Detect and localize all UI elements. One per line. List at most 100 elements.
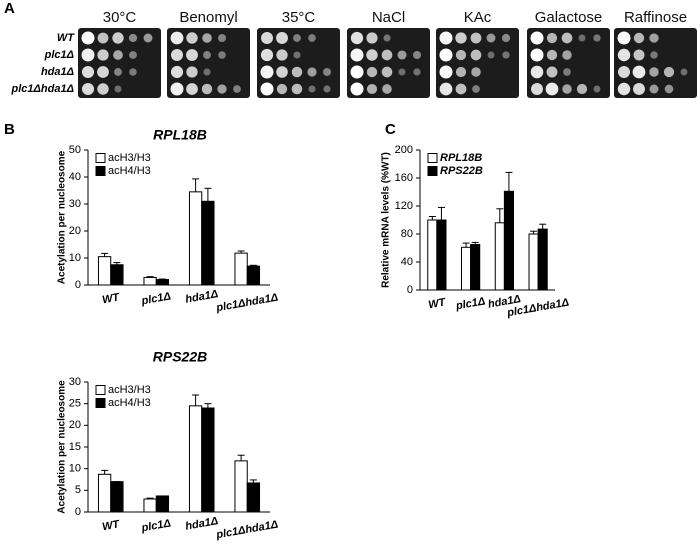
error-bar	[496, 208, 504, 223]
bar	[436, 219, 447, 291]
y-tick-label: 30	[69, 198, 81, 210]
y-tick-label: 80	[401, 228, 413, 240]
strain-label: plc1Δhda1Δ	[11, 83, 74, 95]
y-tick-label: 30	[69, 376, 81, 388]
error-bar	[146, 276, 154, 278]
bar	[143, 498, 157, 513]
error-bar	[192, 178, 200, 192]
bar	[503, 190, 514, 291]
colony-spot	[308, 85, 316, 93]
x-tick-label: hda1Δ	[487, 293, 522, 311]
colony-spot	[260, 48, 274, 62]
chart-title: RPL18B	[153, 127, 207, 143]
bar	[143, 276, 157, 286]
colony-spot	[170, 31, 184, 45]
colony-spot	[471, 67, 481, 77]
bar	[470, 244, 481, 291]
colony-spot	[186, 66, 198, 78]
bar	[246, 265, 261, 286]
x-tick-label: WT	[101, 291, 121, 306]
error-bar	[505, 171, 513, 192]
colony-spot	[276, 49, 288, 61]
colony-spot	[203, 51, 211, 59]
error-bar	[158, 278, 166, 280]
colony-spot	[186, 32, 198, 44]
error-bar	[249, 479, 257, 483]
colony-spot	[114, 68, 122, 76]
error-bar	[101, 252, 109, 257]
colony-spot	[501, 33, 511, 43]
y-tick-label: 15	[69, 441, 81, 453]
colony-spot	[218, 34, 226, 42]
colony-spot	[129, 51, 137, 59]
colony-spot	[350, 31, 364, 45]
colony-spot	[617, 48, 631, 62]
colony-spot	[664, 84, 674, 94]
plate	[347, 28, 430, 98]
bar	[155, 279, 170, 286]
y-tick-label: 40	[401, 256, 413, 268]
y-tick-label: 10	[69, 463, 81, 475]
colony-spot	[530, 48, 544, 62]
colony-spot	[350, 48, 364, 62]
condition-label: 30°C	[103, 9, 137, 26]
colony-spot	[81, 82, 95, 96]
colony-spot	[650, 51, 658, 59]
y-tick-label: 10	[69, 252, 81, 264]
colony-spot	[276, 32, 288, 44]
panel-label: C	[385, 121, 396, 138]
colony-spot	[218, 51, 226, 59]
condition-label: Raffinose	[624, 9, 687, 26]
colony-spot	[546, 32, 558, 44]
error-bar	[237, 250, 245, 254]
colony-spot	[413, 68, 421, 76]
colony-spot	[383, 34, 391, 42]
colony-spot	[578, 34, 586, 42]
colony-spot	[382, 84, 392, 94]
colony-spot	[97, 32, 109, 44]
colony-spot	[366, 32, 378, 44]
legend-swatch	[95, 166, 106, 176]
colony-spot	[563, 68, 571, 76]
x-tick-label: plc1Δhda1Δ	[214, 519, 279, 542]
legend-swatch	[95, 153, 106, 163]
error-bar	[204, 187, 212, 202]
legend-label: acH3/H3	[108, 152, 151, 164]
colony-spot	[470, 49, 482, 61]
colony-spot	[439, 82, 453, 96]
plate	[436, 28, 519, 98]
bar	[110, 481, 124, 513]
colony-spot	[81, 31, 95, 45]
colony-spot	[129, 68, 137, 76]
colony-spot	[397, 50, 407, 60]
colony-spot	[617, 82, 631, 96]
bar	[201, 407, 215, 513]
colony-spot	[323, 68, 331, 76]
condition-label: 35°C	[282, 9, 316, 26]
colony-spot	[649, 84, 659, 94]
colony-spot	[186, 49, 198, 61]
x-tick-label: plc1Δ	[140, 290, 172, 307]
colony-spot	[562, 50, 572, 60]
colony-spot	[633, 83, 645, 95]
colony-spot	[455, 83, 467, 95]
x-tick-label: WT	[427, 296, 447, 311]
colony-spot	[201, 83, 213, 95]
colony-spot	[170, 48, 184, 62]
error-bar	[237, 454, 245, 461]
strain-label: WT	[57, 32, 75, 44]
colony-spot	[81, 65, 95, 79]
bar	[234, 460, 248, 513]
x-tick-label: plc1Δhda1Δ	[214, 292, 279, 315]
y-tick-label: 40	[69, 171, 81, 183]
strain-label: plc1Δ	[44, 49, 74, 61]
colony-spot	[350, 82, 364, 96]
colony-spot	[649, 33, 659, 43]
colony-spot	[293, 51, 301, 59]
panel-label: A	[4, 0, 15, 17]
y-axis-label: Acetylation per nucleosome	[57, 380, 68, 514]
colony-spot	[455, 66, 467, 78]
bar	[427, 219, 438, 291]
condition-label: Galactose	[535, 9, 603, 26]
